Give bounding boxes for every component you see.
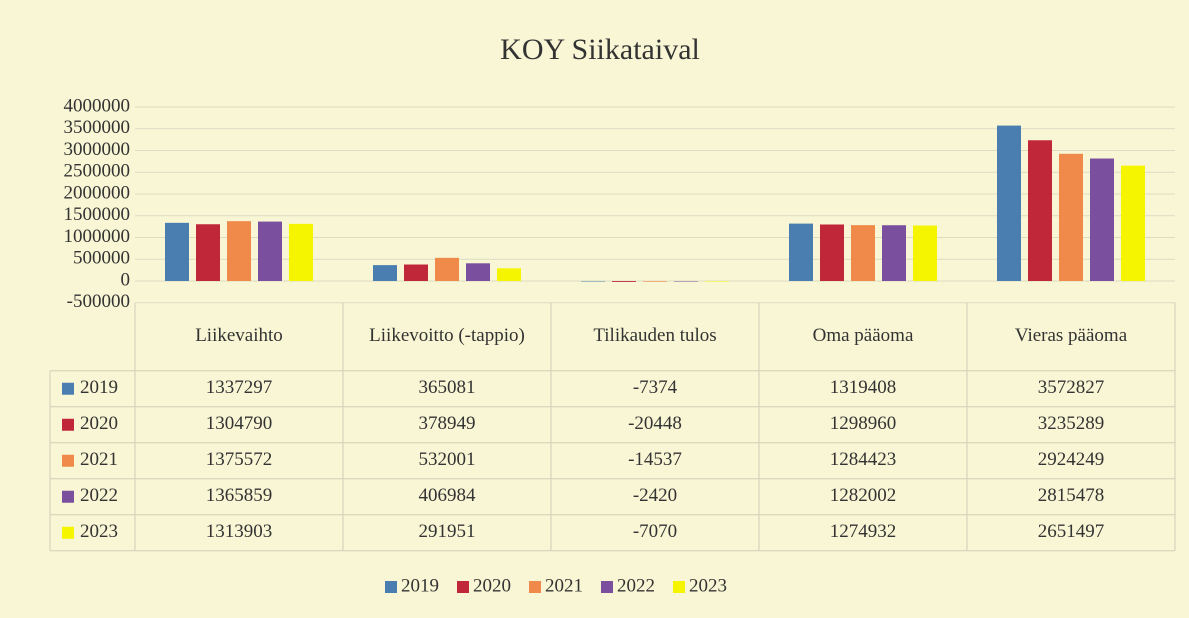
bar: [227, 221, 251, 281]
legend-key: [529, 581, 541, 593]
bar: [789, 223, 813, 281]
legend-key: [673, 581, 685, 593]
table-cell: 1313903: [206, 521, 273, 542]
legend-key: [601, 581, 613, 593]
bar: [612, 281, 636, 282]
bar: [289, 223, 313, 281]
table-cell: 2924249: [1038, 449, 1105, 470]
table-cell: 1274932: [830, 521, 897, 542]
bar: [497, 268, 521, 281]
legend-key: [457, 581, 469, 593]
bar: [643, 281, 667, 282]
bar: [851, 225, 875, 281]
bar: [373, 265, 397, 281]
table-header: Oma pääoma: [813, 325, 914, 346]
row-label: 2023: [80, 521, 118, 542]
chart-title: KOY Siikataival: [500, 33, 700, 66]
bar: [997, 125, 1021, 281]
table-header: Vieras pääoma: [1015, 325, 1128, 346]
bar: [258, 221, 282, 281]
legend-key: [62, 490, 74, 503]
bar: [1059, 153, 1083, 281]
table-cell: -7070: [633, 521, 677, 542]
y-tick-label: 0: [121, 269, 131, 290]
table-header: Tilikauden tulos: [593, 325, 716, 346]
y-tick-label: 3500000: [64, 117, 131, 138]
y-tick-label: 4000000: [64, 95, 131, 116]
bar: [1028, 140, 1052, 281]
table-cell: 2815478: [1038, 485, 1105, 506]
y-tick-label: 2500000: [64, 161, 131, 182]
table-cell: 1304790: [206, 413, 273, 434]
bar: [1121, 165, 1145, 281]
table-cell: 1319408: [830, 377, 897, 398]
legend-label: 2019: [401, 575, 439, 596]
legend-label: 2022: [617, 575, 655, 596]
legend-label: 2021: [545, 575, 583, 596]
bar: [404, 264, 428, 281]
row-label: 2019: [80, 377, 118, 398]
table-cell: 3235289: [1038, 413, 1105, 434]
table-cell: -20448: [628, 413, 682, 434]
y-tick-label: 1500000: [64, 204, 131, 225]
legend-key: [62, 454, 74, 467]
y-tick-label: -500000: [67, 291, 130, 312]
bar: [1090, 158, 1114, 281]
y-tick-label: 2000000: [64, 182, 131, 203]
y-tick-label: 1000000: [64, 226, 131, 247]
legend-key: [385, 581, 397, 593]
legend-key: [62, 382, 74, 395]
table-cell: 291951: [419, 521, 476, 542]
table-cell: 3572827: [1038, 377, 1105, 398]
legend-label: 2020: [473, 575, 511, 596]
table-cell: 532001: [419, 449, 476, 470]
table-cell: 1282002: [830, 485, 897, 506]
y-tick-label: 3000000: [64, 139, 131, 160]
legend-key: [62, 418, 74, 431]
y-tick-label: 500000: [73, 248, 130, 269]
table-cell: 1284423: [830, 449, 897, 470]
bar: [820, 224, 844, 281]
table-cell: 365081: [419, 377, 476, 398]
table-cell: 1375572: [206, 449, 273, 470]
bar: [466, 263, 490, 281]
table-cell: 2651497: [1038, 521, 1105, 542]
bar: [705, 281, 729, 282]
table-cell: -7374: [633, 377, 678, 398]
table-cell: 378949: [419, 413, 476, 434]
table-cell: 406984: [419, 485, 477, 506]
bar: [196, 224, 220, 281]
table-cell: 1337297: [206, 377, 273, 398]
table-cell: -14537: [628, 449, 682, 470]
bar: [435, 257, 459, 281]
table-header: Liikevoitto (-tappio): [369, 325, 525, 346]
table-cell: 1298960: [830, 413, 897, 434]
bar: [581, 281, 605, 282]
row-label: 2020: [80, 413, 118, 434]
bar: [165, 222, 189, 281]
row-label: 2022: [80, 485, 118, 506]
legend-label: 2023: [689, 575, 727, 596]
table-cell: 1365859: [206, 485, 273, 506]
bar: [674, 281, 698, 282]
table-cell: -2420: [633, 485, 677, 506]
row-label: 2021: [80, 449, 118, 470]
legend-key: [62, 526, 74, 539]
bar: [882, 225, 906, 281]
table-header: Liikevaihto: [195, 325, 283, 346]
bar: [913, 225, 937, 281]
